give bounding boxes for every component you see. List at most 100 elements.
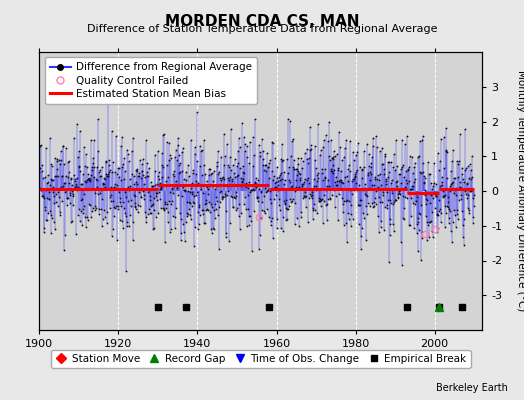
- Point: [66, 200, 74, 206]
- Point: [343, 210, 352, 216]
- Point: [354, 140, 362, 146]
- Point: [195, 221, 203, 227]
- Point: [67, 175, 75, 181]
- Point: [191, 223, 199, 230]
- Point: [170, 183, 178, 190]
- Point: [185, 188, 194, 195]
- Point: [264, 187, 272, 193]
- Point: [222, 230, 231, 236]
- Point: [251, 180, 259, 186]
- Point: [189, 199, 198, 205]
- Point: [463, 181, 471, 188]
- Point: [249, 152, 258, 158]
- Point: [103, 209, 111, 215]
- Point: [325, 196, 334, 202]
- Point: [133, 168, 141, 174]
- Point: [277, 156, 285, 163]
- Point: [287, 199, 296, 206]
- Point: [297, 155, 305, 162]
- Point: [342, 220, 351, 226]
- Point: [85, 178, 94, 184]
- Point: [206, 226, 215, 232]
- Point: [208, 170, 216, 176]
- Point: [288, 136, 297, 143]
- Point: [312, 210, 321, 216]
- Point: [80, 191, 89, 198]
- Point: [363, 211, 371, 217]
- Point: [462, 186, 470, 192]
- Point: [150, 207, 158, 214]
- Point: [309, 205, 317, 211]
- Point: [144, 189, 152, 196]
- Point: [253, 194, 261, 201]
- Point: [398, 192, 407, 199]
- Point: [61, 187, 70, 194]
- Point: [377, 161, 386, 168]
- Point: [111, 204, 119, 211]
- Point: [429, 194, 438, 201]
- Point: [210, 207, 218, 213]
- Point: [270, 172, 278, 179]
- Point: [436, 206, 444, 213]
- Point: [352, 169, 360, 175]
- Point: [260, 210, 269, 216]
- Point: [51, 173, 59, 179]
- Point: [70, 172, 78, 178]
- Point: [289, 196, 298, 202]
- Point: [453, 207, 461, 214]
- Point: [458, 164, 466, 171]
- Point: [456, 184, 465, 190]
- Point: [366, 169, 374, 175]
- Point: [291, 200, 299, 206]
- Point: [230, 194, 238, 200]
- Point: [374, 212, 383, 219]
- Point: [47, 212, 55, 218]
- Point: [230, 180, 238, 187]
- Point: [115, 174, 123, 180]
- Point: [119, 199, 127, 205]
- Point: [361, 191, 369, 198]
- Point: [211, 214, 219, 221]
- Point: [130, 181, 138, 187]
- Point: [297, 208, 305, 215]
- Point: [371, 174, 379, 180]
- Point: [161, 199, 170, 206]
- Point: [413, 230, 421, 236]
- Point: [314, 198, 323, 204]
- Point: [300, 189, 309, 196]
- Point: [129, 134, 137, 141]
- Point: [171, 224, 179, 231]
- Point: [388, 176, 396, 183]
- Point: [301, 194, 309, 200]
- Point: [47, 176, 56, 182]
- Point: [130, 193, 139, 200]
- Point: [333, 178, 341, 185]
- Point: [204, 190, 212, 197]
- Point: [118, 164, 126, 170]
- Point: [394, 195, 402, 202]
- Point: [187, 185, 195, 191]
- Point: [329, 162, 337, 168]
- Point: [109, 198, 117, 204]
- Point: [187, 203, 195, 210]
- Point: [469, 195, 477, 202]
- Point: [160, 207, 169, 213]
- Point: [266, 196, 274, 202]
- Point: [298, 164, 306, 171]
- Point: [55, 194, 63, 200]
- Point: [102, 158, 110, 164]
- Point: [385, 159, 394, 166]
- Point: [236, 144, 244, 150]
- Point: [190, 243, 199, 250]
- Point: [312, 165, 321, 171]
- Point: [403, 133, 411, 140]
- Point: [123, 146, 131, 153]
- Point: [300, 192, 308, 199]
- Point: [391, 196, 400, 203]
- Point: [140, 192, 149, 198]
- Point: [139, 196, 148, 203]
- Point: [315, 198, 323, 204]
- Point: [66, 192, 74, 198]
- Point: [442, 148, 450, 154]
- Point: [79, 210, 87, 216]
